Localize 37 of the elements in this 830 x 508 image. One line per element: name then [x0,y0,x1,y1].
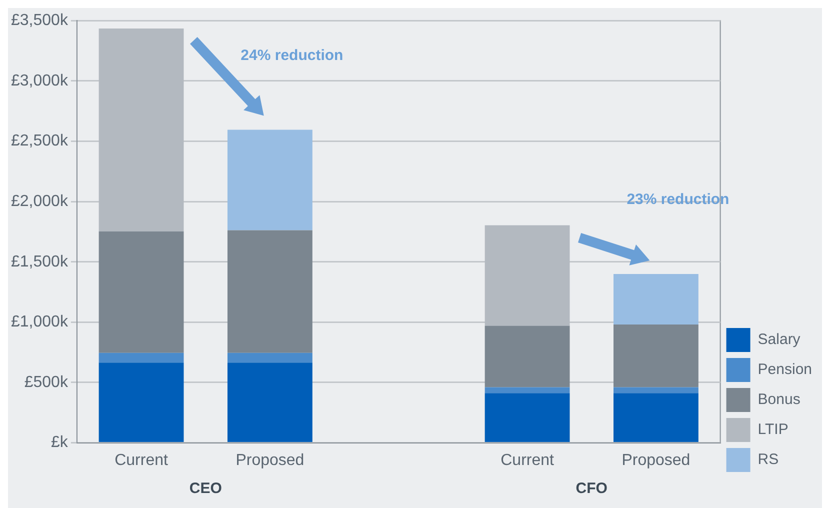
y-tick-label: £3,500k [11,12,69,30]
y-tick-label: £2,500k [11,132,69,150]
legend-label: RS [758,451,779,468]
legend-label: LTIP [758,421,788,438]
bar [484,326,570,388]
bar [613,393,698,442]
legend-label: Salary [758,331,801,348]
bar [227,352,312,363]
legend-label: Bonus [758,391,800,408]
bar [484,387,570,394]
bar [613,274,698,324]
x-tick-label: Proposed [236,452,304,469]
x-tick-label: Current [114,452,168,469]
y-tick-label: £k [51,434,69,452]
text: CFO [576,480,608,497]
bar [227,362,312,442]
legend-label: Pension [758,361,812,378]
y-tick-label: £1,500k [11,253,69,270]
text: CEO [189,480,222,497]
bar [98,352,184,363]
y-tick-label: £1,000k [11,314,69,331]
bar [613,324,698,388]
x-tick-label: Current [500,452,555,469]
bar [484,393,570,442]
bar [484,225,570,326]
y-tick-label: £500k [24,374,69,391]
annotation: 23% reduction [626,191,730,208]
bar [227,230,312,353]
bar [98,362,184,442]
bar [98,231,184,353]
x-tick-label: Proposed [622,452,690,469]
annotation: 24% reduction [240,46,344,64]
bar [227,130,312,230]
y-tick-label: £3,000k [11,72,69,90]
bar [98,28,184,232]
bar [613,387,698,394]
y-tick-label: £2,000k [11,192,69,210]
